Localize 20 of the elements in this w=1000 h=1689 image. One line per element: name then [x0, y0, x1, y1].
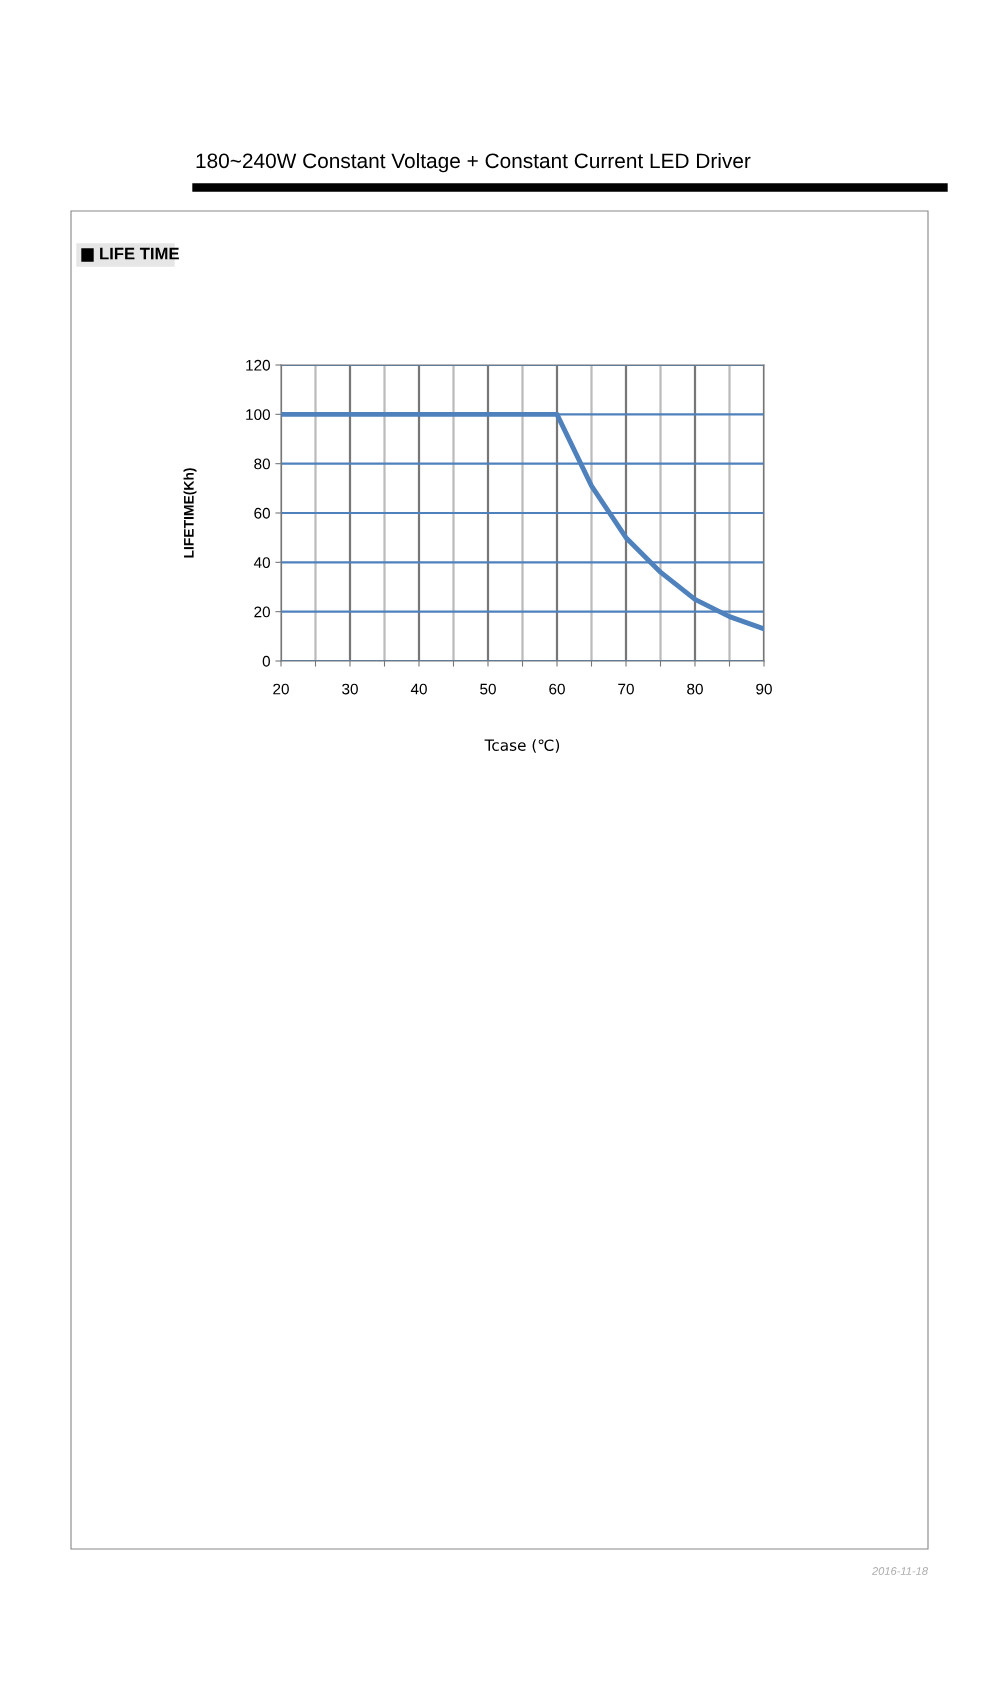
- text: LIFE TIME: [100, 247, 179, 260]
- text: 2016-11-18: [871, 1567, 928, 1575]
- y-tick-label: 60: [254, 507, 270, 519]
- chart-title: 180~240W Constant Voltage + Constant Current LED Driver: [196, 152, 751, 173]
- y-tick-label: 0: [262, 655, 270, 667]
- x-axis-title: Tcase (℃): [484, 739, 560, 753]
- x-tick-label: 40: [410, 683, 427, 695]
- x-tick-label: 50: [480, 683, 496, 695]
- x-tick-label: 80: [687, 683, 703, 695]
- y-tick-label: 120: [246, 359, 270, 371]
- y-tick-label: 100: [246, 409, 270, 421]
- x-tick-label: 70: [618, 683, 634, 695]
- y-axis-title: LIFETIME(Kh): [183, 468, 197, 558]
- x-tick-label: 90: [756, 683, 772, 695]
- x-tick-label: 30: [342, 683, 358, 695]
- y-tick-label: 20: [254, 606, 270, 618]
- x-tick-label: 20: [273, 683, 289, 695]
- x-tick-label: 60: [549, 683, 565, 695]
- y-tick-label: 40: [253, 557, 270, 569]
- y-tick-label: 80: [254, 458, 270, 470]
